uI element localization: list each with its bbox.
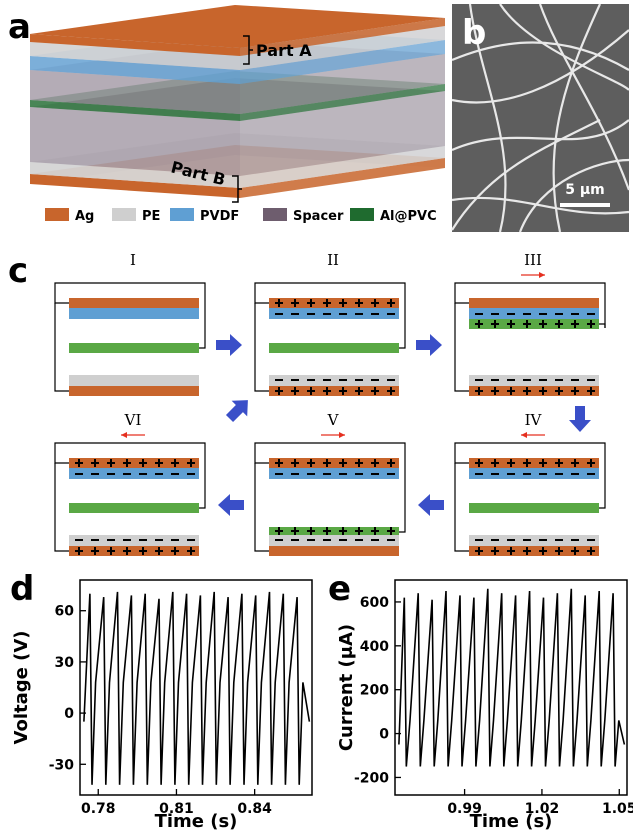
electrode	[469, 298, 599, 308]
x-tick-label: 0.78	[81, 801, 116, 817]
electrode	[69, 546, 199, 556]
electrode	[269, 386, 399, 396]
circuit-wire	[399, 488, 405, 532]
legend-label: Spacer	[293, 209, 344, 224]
y-tick-label: 200	[360, 683, 389, 699]
current-arrow	[539, 272, 545, 278]
legend-swatch	[170, 208, 194, 221]
electrode	[69, 298, 199, 308]
electrode	[69, 458, 199, 468]
legend-label: PE	[142, 209, 160, 224]
electrode	[69, 343, 199, 353]
legend-label: PVDF	[200, 209, 239, 224]
flow-arrow	[569, 406, 591, 432]
panel-label: b	[462, 13, 486, 53]
electrode	[269, 298, 399, 308]
x-axis-label: Time (s)	[470, 811, 553, 831]
panel-label: a	[8, 7, 31, 47]
dielectric	[269, 535, 399, 546]
stage-label: V	[327, 411, 340, 429]
electrode	[469, 546, 599, 556]
circuit-wire	[199, 488, 205, 508]
signal-line	[84, 592, 310, 785]
flow-arrow	[418, 494, 444, 516]
dielectric	[269, 308, 399, 319]
electrode	[69, 503, 199, 513]
legend-swatch	[45, 208, 69, 221]
y-tick-label: 60	[55, 604, 75, 620]
electrode	[269, 458, 399, 468]
y-tick-label: 400	[360, 639, 389, 655]
circuit-wire	[455, 463, 469, 551]
scale-bar-label: 5 μm	[565, 182, 605, 198]
current-arrow	[121, 432, 127, 438]
plot-frame	[395, 580, 627, 795]
legend-label: Al@PVC	[380, 209, 437, 224]
panel-label: d	[10, 569, 34, 609]
stage-label: I	[130, 251, 136, 269]
y-tick-label: 0	[64, 706, 74, 722]
electrode	[69, 386, 199, 396]
circuit-wire	[255, 303, 269, 391]
dielectric	[469, 468, 599, 479]
circuit-wire	[599, 488, 605, 508]
legend-swatch	[112, 208, 136, 221]
flow-arrow	[222, 392, 256, 426]
y-axis-label: Voltage (V)	[11, 631, 32, 745]
dielectric	[69, 535, 199, 546]
signal-line	[399, 589, 625, 767]
panel-label: c	[8, 251, 28, 291]
dielectric	[69, 308, 199, 319]
electrode	[469, 386, 599, 396]
flow-arrow	[218, 494, 244, 516]
y-axis-label: Current (μA)	[336, 624, 357, 751]
current-arrow	[339, 432, 345, 438]
figure: a b 5 μm c Part APart BAgPEPVDFSpacerAl@…	[0, 0, 633, 831]
current-arrow	[521, 432, 527, 438]
y-tick-label: -200	[354, 770, 389, 786]
plot-frame	[80, 580, 312, 795]
electrode	[469, 503, 599, 513]
dielectric	[469, 535, 599, 546]
y-tick-label: 30	[55, 655, 75, 671]
x-tick-label: 0.84	[237, 801, 272, 817]
legend-swatch	[350, 208, 374, 221]
legend-swatch	[263, 208, 287, 221]
electrode	[269, 546, 399, 556]
flow-arrow	[416, 334, 442, 356]
dielectric	[269, 468, 399, 479]
stage-label: III	[524, 251, 542, 269]
panel-label: e	[328, 569, 351, 609]
stage-label: IV	[525, 411, 543, 429]
x-tick-label: 1.05	[602, 801, 633, 817]
electrode	[469, 319, 599, 329]
dielectric	[469, 375, 599, 386]
electrode	[269, 343, 399, 353]
stage-label: II	[327, 251, 339, 269]
y-tick-label: 600	[360, 595, 389, 611]
dielectric	[469, 308, 599, 319]
dielectric	[269, 375, 399, 386]
circuit-wire	[55, 463, 69, 551]
legend-label: Ag	[75, 209, 94, 224]
part-label: Part A	[256, 41, 312, 60]
x-axis-label: Time (s)	[155, 811, 238, 831]
circuit-wire	[55, 303, 69, 391]
circuit-wire	[399, 328, 405, 348]
dielectric	[69, 375, 199, 386]
y-tick-label: -30	[49, 757, 75, 773]
circuit-wire	[455, 303, 469, 391]
circuit-wire	[199, 328, 205, 348]
electrode	[469, 458, 599, 468]
circuit-wire	[599, 324, 605, 328]
y-tick-label: 0	[379, 727, 389, 743]
circuit-wire	[255, 463, 269, 551]
flow-arrow	[216, 334, 242, 356]
stage-label: VI	[124, 411, 142, 429]
dielectric	[69, 468, 199, 479]
